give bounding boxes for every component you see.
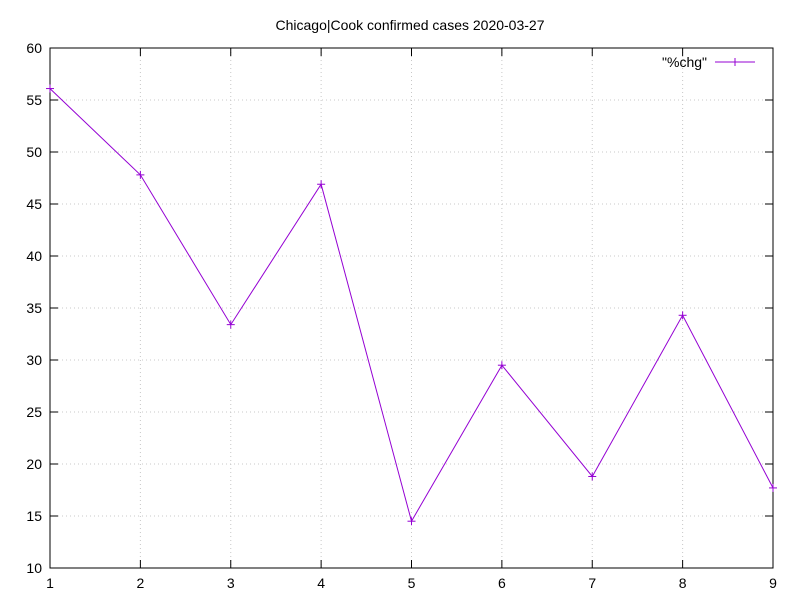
x-tick-label: 5 — [408, 575, 416, 591]
y-tick-label: 40 — [26, 248, 42, 264]
data-point — [46, 84, 54, 93]
x-tick-label: 9 — [769, 575, 777, 591]
y-tick-label: 50 — [26, 144, 42, 160]
x-tick-label: 3 — [227, 575, 235, 591]
x-tick-label: 8 — [679, 575, 687, 591]
data-point — [678, 311, 687, 320]
grid-lines — [50, 48, 773, 568]
series-group — [46, 84, 777, 526]
legend-marker — [731, 58, 739, 66]
x-tick-label: 4 — [317, 575, 325, 591]
y-tick-label: 60 — [26, 40, 42, 56]
x-tick-label: 6 — [498, 575, 506, 591]
y-tick-label: 35 — [26, 300, 42, 316]
data-point — [588, 472, 597, 481]
legend: "%chg" — [662, 54, 755, 70]
y-tick-label: 15 — [26, 508, 42, 524]
data-point — [407, 517, 416, 526]
data-point — [317, 180, 326, 189]
data-point — [136, 170, 145, 179]
y-tick-label: 10 — [26, 560, 42, 576]
x-tick-label: 1 — [46, 575, 54, 591]
axis-ticks — [49, 47, 774, 569]
legend-entry-label: "%chg" — [662, 54, 707, 70]
y-tick-label: 20 — [26, 456, 42, 472]
y-tick-label: 25 — [26, 404, 42, 420]
x-tick-label: 7 — [588, 575, 596, 591]
data-point — [497, 361, 506, 370]
y-tick-label: 45 — [26, 196, 42, 212]
data-point — [226, 320, 235, 329]
chart-title: Chicago|Cook confirmed cases 2020-03-27 — [275, 17, 544, 33]
y-tick-label: 55 — [26, 92, 42, 108]
data-point — [769, 483, 777, 492]
x-tick-label: 2 — [136, 575, 144, 591]
y-tick-label: 30 — [26, 352, 42, 368]
